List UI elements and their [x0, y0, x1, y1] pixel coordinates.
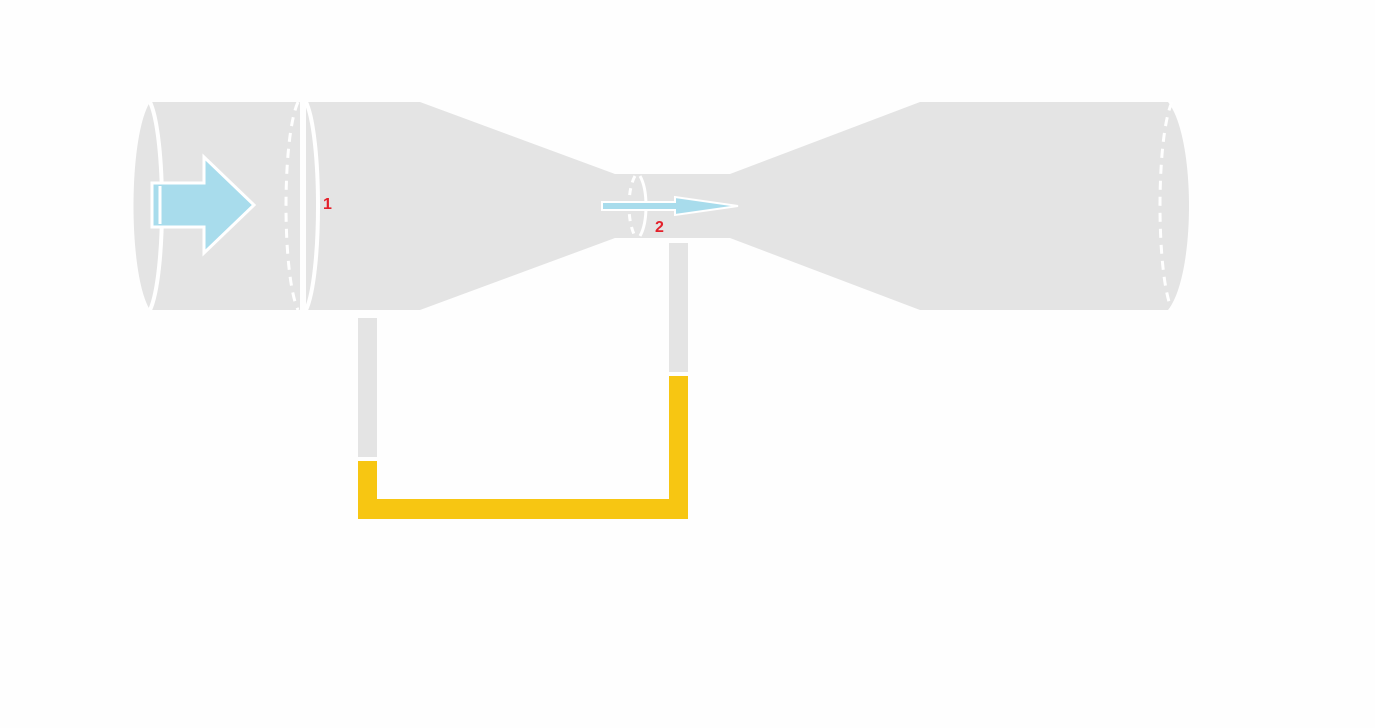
converging-section — [306, 102, 615, 310]
section-2-label: 2 — [655, 219, 664, 236]
arrow-right-icon — [150, 153, 257, 257]
u-tube-manometer — [358, 243, 688, 519]
manometer-fluid — [358, 376, 688, 519]
diverging-section — [730, 102, 1189, 310]
arrow-right-icon — [601, 195, 739, 217]
manometer-right-tube — [669, 243, 688, 372]
outlet-rim-back — [1158, 101, 1174, 311]
section-1-rim-back — [284, 101, 300, 311]
manometer-left-tube — [358, 318, 377, 457]
section-1-rim-front — [304, 101, 320, 311]
venturi-tube — [133, 101, 1189, 311]
section-1-label: 1 — [323, 196, 332, 213]
